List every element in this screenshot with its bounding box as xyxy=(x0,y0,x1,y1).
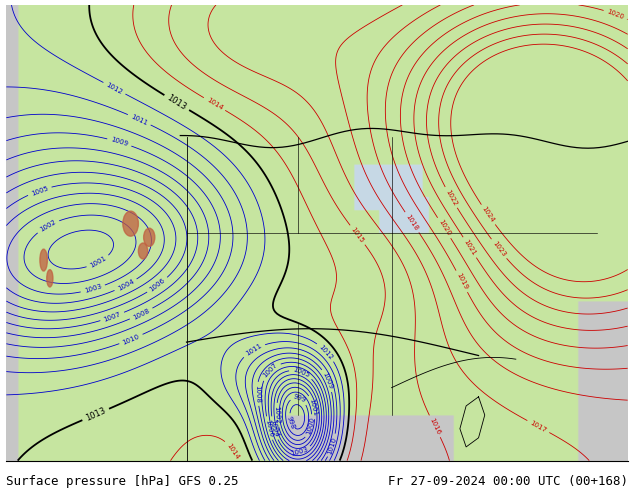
Text: 1003: 1003 xyxy=(290,447,309,457)
Text: 1024: 1024 xyxy=(481,206,496,224)
Text: 1011: 1011 xyxy=(130,113,149,126)
Text: 1020: 1020 xyxy=(606,8,625,21)
Text: 1008: 1008 xyxy=(254,385,261,403)
Text: 1023: 1023 xyxy=(491,240,507,258)
Text: 1018: 1018 xyxy=(404,213,419,231)
Ellipse shape xyxy=(144,228,155,246)
Text: 1007: 1007 xyxy=(103,311,122,322)
Text: 1011: 1011 xyxy=(244,343,263,357)
Text: 1017: 1017 xyxy=(529,419,548,434)
Text: 1009: 1009 xyxy=(110,137,129,147)
Ellipse shape xyxy=(406,204,421,211)
Text: 999: 999 xyxy=(292,393,307,403)
Text: Fr 27-09-2024 00:00 UTC (00+168): Fr 27-09-2024 00:00 UTC (00+168) xyxy=(387,474,628,488)
Ellipse shape xyxy=(138,243,148,259)
Text: 1014: 1014 xyxy=(226,442,240,460)
Text: 998: 998 xyxy=(286,415,296,430)
Text: 1019: 1019 xyxy=(455,272,469,291)
Text: 1009: 1009 xyxy=(321,371,334,390)
Text: 1013: 1013 xyxy=(84,406,107,423)
Text: Surface pressure [hPa] GFS 0.25: Surface pressure [hPa] GFS 0.25 xyxy=(6,474,239,488)
Text: 1002: 1002 xyxy=(39,219,57,233)
Text: 1001: 1001 xyxy=(89,255,108,270)
Text: 1015: 1015 xyxy=(350,226,365,244)
Text: 1006: 1006 xyxy=(148,277,167,293)
Text: 1012: 1012 xyxy=(105,81,124,95)
Text: 1007: 1007 xyxy=(262,362,279,379)
Text: 1005: 1005 xyxy=(30,185,49,196)
Text: 1013: 1013 xyxy=(165,93,188,112)
Text: 1014: 1014 xyxy=(205,97,224,111)
Text: 1006: 1006 xyxy=(264,419,274,438)
Text: 1004: 1004 xyxy=(117,278,135,292)
Text: 1000: 1000 xyxy=(306,417,316,436)
Text: 1004: 1004 xyxy=(269,419,279,438)
Ellipse shape xyxy=(47,270,53,287)
Text: 1002: 1002 xyxy=(273,406,280,424)
Text: 1021: 1021 xyxy=(462,238,477,257)
Text: 1012: 1012 xyxy=(318,343,334,361)
Ellipse shape xyxy=(123,211,138,236)
Text: 1003: 1003 xyxy=(84,284,103,294)
Text: 1022: 1022 xyxy=(444,188,458,207)
Ellipse shape xyxy=(40,249,48,271)
Ellipse shape xyxy=(392,190,410,198)
Text: 1010: 1010 xyxy=(122,333,141,345)
Text: 1010: 1010 xyxy=(327,436,338,455)
Text: 1005: 1005 xyxy=(292,366,311,378)
Text: 1001: 1001 xyxy=(308,398,318,416)
Text: 1008: 1008 xyxy=(132,307,151,320)
Ellipse shape xyxy=(362,174,390,186)
Text: 1020: 1020 xyxy=(437,219,451,237)
Text: 1016: 1016 xyxy=(428,417,441,436)
